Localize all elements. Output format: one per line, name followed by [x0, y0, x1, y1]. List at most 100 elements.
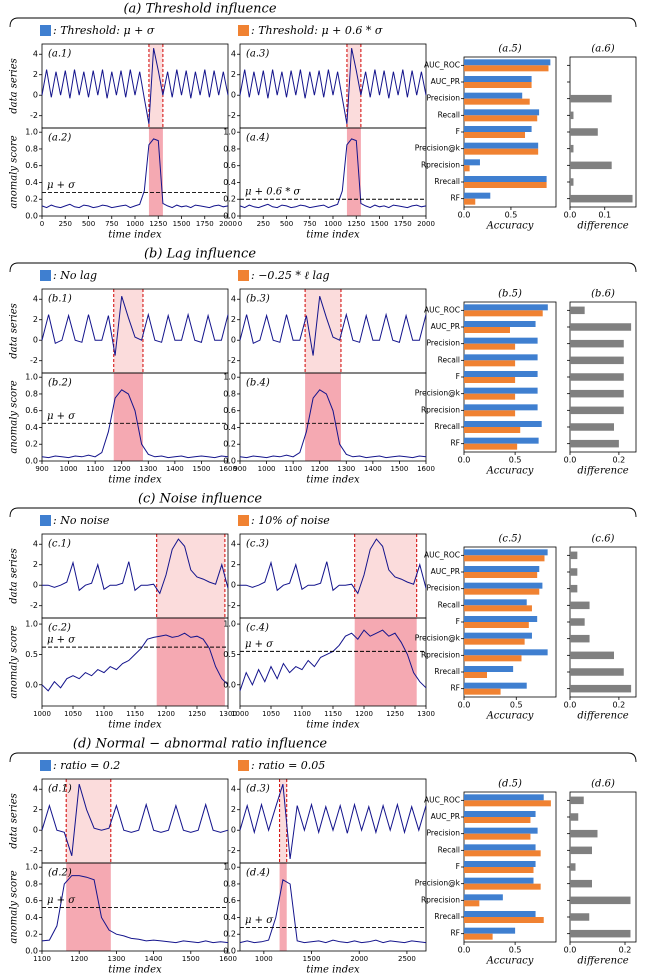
bar [570, 584, 578, 593]
y-axis-label: anomaly score [9, 625, 20, 698]
y-tick-label: 4 [33, 295, 38, 304]
x-tick-label: 1500 [391, 465, 409, 473]
bar [570, 684, 632, 693]
y-tick-label: 0.2 [25, 440, 38, 449]
y-tick-label: 0.0 [25, 457, 38, 466]
data-series-line [239, 783, 427, 859]
chart-label: (b.6) [591, 289, 615, 300]
category-label: F [456, 372, 460, 381]
bar [464, 682, 527, 689]
bar [464, 360, 516, 367]
bar [464, 393, 516, 400]
x-axis-label: time index [306, 720, 360, 731]
x-tick-label: 1150 [126, 710, 144, 718]
x-tick-label: 900 [233, 465, 246, 473]
bar [464, 76, 532, 82]
x-tick-label: 250 [257, 220, 270, 228]
bar [464, 833, 531, 840]
chart-label: (d.5) [498, 779, 522, 790]
anomaly-score-line [41, 632, 229, 692]
category-label: F [456, 617, 460, 626]
y-tick-label: 1.0 [223, 863, 236, 872]
x-tick-label: 0.0 [564, 456, 577, 465]
anomaly-region [305, 289, 341, 373]
y-tick-label: 4 [33, 50, 38, 59]
x-tick-label: 2000 [219, 220, 237, 228]
y-tick-label: 4 [231, 295, 236, 304]
y-tick-label: 0 [231, 826, 236, 835]
x-tick-label: 1200 [355, 710, 373, 718]
category-label: Precision@k [415, 634, 461, 643]
x-tick-label: 1100 [86, 465, 104, 473]
bar [570, 796, 584, 805]
y-tick-label: 0.4 [25, 913, 38, 922]
category-label: AUC_ROC [424, 795, 460, 804]
x-tick-label: 1000 [126, 220, 144, 228]
legend-label: : ratio = 0.2 [53, 759, 120, 772]
panel-label: (d.4) [246, 868, 270, 879]
x-tick-label: 2500 [398, 955, 416, 963]
anomaly-region [156, 534, 225, 618]
y-tick-label: 0.6 [25, 896, 38, 905]
data-series-line [41, 47, 229, 124]
y-axis-label: data series [9, 548, 20, 604]
bar [570, 144, 574, 153]
category-label: F [456, 127, 460, 136]
bar [570, 423, 614, 431]
chart-label: (d.6) [591, 779, 615, 790]
category-label: Rrecall [434, 422, 460, 431]
chart-label: (c.5) [499, 534, 522, 545]
bar [464, 555, 545, 562]
category-label: Recall [438, 110, 460, 119]
y-tick-label: 0.8 [25, 879, 38, 888]
bar [464, 192, 491, 199]
x-tick-label: 0.0 [564, 701, 577, 710]
x-axis-label: Accuracy [486, 956, 534, 967]
bar [464, 126, 532, 132]
threshold-label: μ + 0.6 * σ [245, 187, 301, 198]
section-title: (a) Threshold influence [123, 2, 276, 17]
y-tick-label: 4 [33, 540, 38, 549]
bar [570, 339, 624, 348]
anomaly-region [305, 373, 341, 461]
x-tick-label: 1300 [417, 710, 435, 718]
y-tick-label: 2 [231, 805, 236, 814]
x-tick-label: 0.1 [598, 211, 611, 220]
y-tick-label: 1.0 [25, 128, 38, 137]
bar [570, 373, 624, 381]
category-label: Precision [427, 584, 461, 593]
bar [464, 844, 536, 851]
category-label: Precision [427, 829, 461, 838]
x-tick-label: 1200 [311, 465, 329, 473]
x-axis-label: difference [577, 711, 628, 722]
bar [464, 672, 487, 678]
y-tick-label: -2 [228, 356, 236, 365]
x-axis-label: time index [108, 230, 162, 241]
y-axis-label: anomaly score [9, 135, 20, 208]
y-tick-label: 0.0 [223, 947, 236, 956]
y-tick-label: 0.0 [25, 680, 38, 689]
y-tick-label: 1.0 [25, 373, 38, 382]
y-tick-label: 0.2 [25, 195, 38, 204]
bar [570, 111, 574, 120]
y-tick-label: 0 [231, 336, 236, 345]
bar [464, 883, 541, 890]
bar [570, 161, 612, 170]
legend-swatch [40, 270, 51, 281]
x-tick-label: 750 [105, 220, 118, 228]
bar [464, 800, 551, 807]
bar [464, 572, 538, 578]
x-tick-label: 1600 [417, 465, 435, 473]
anomaly-score-line [239, 138, 427, 209]
y-tick-label: 0.0 [223, 680, 236, 689]
y-tick-label: 0.2 [25, 930, 38, 939]
x-tick-label: 0.2 [613, 456, 626, 465]
x-tick-label: 0.0 [564, 211, 577, 220]
x-axis-label: difference [577, 221, 628, 232]
bar [570, 829, 598, 838]
bar [464, 421, 542, 427]
x-tick-label: 1100 [293, 710, 311, 718]
x-tick-label: 1100 [33, 955, 51, 963]
x-axis-label: time index [108, 720, 162, 731]
y-tick-label: 0.0 [223, 457, 236, 466]
